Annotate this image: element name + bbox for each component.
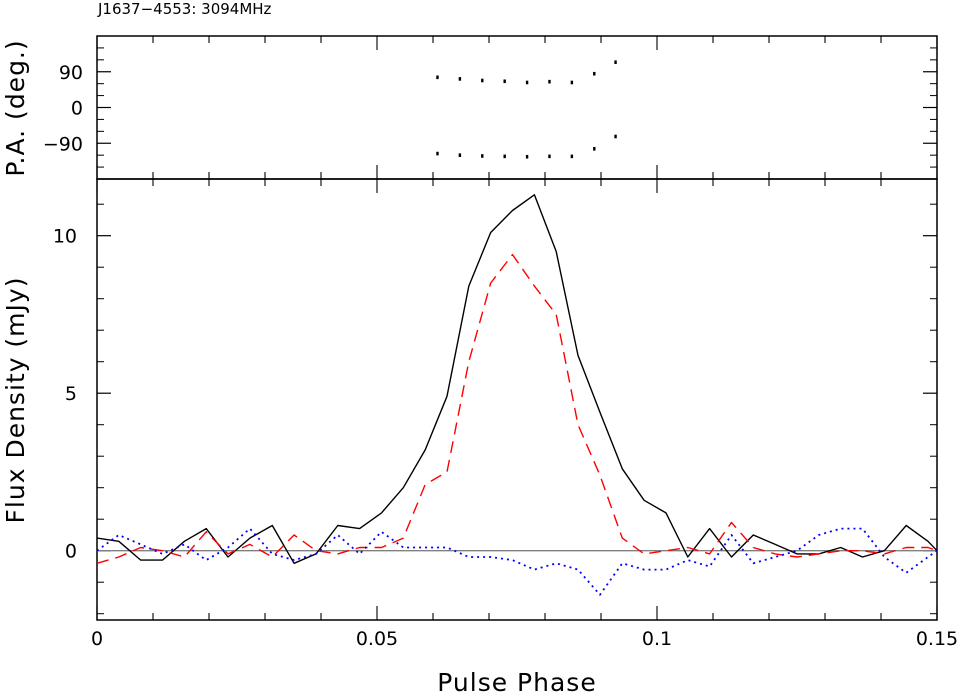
pa-point	[525, 154, 529, 159]
flux-panel-frame	[96, 178, 938, 621]
pa-point	[593, 147, 596, 151]
x-tick-label: 0	[91, 628, 103, 650]
linear-polarization-line	[96, 253, 938, 564]
x-tick-label: 0.05	[356, 628, 398, 650]
flux-y-tick-label: 5	[65, 383, 77, 405]
flux-y-tick-label: 0	[65, 541, 77, 563]
pa-tick-label: 90	[59, 62, 83, 84]
flux-y-tick-label: 10	[53, 226, 77, 248]
pa-point	[436, 151, 439, 156]
pa-point	[570, 80, 574, 85]
pa-point	[548, 154, 551, 159]
x-tick-label: 0.1	[642, 628, 672, 650]
pa-point	[481, 154, 484, 158]
pa-points	[436, 60, 617, 159]
pa-point	[593, 71, 596, 76]
pa-point	[458, 77, 462, 81]
pa-panel-frame	[96, 35, 938, 180]
pa-point	[570, 154, 574, 159]
flux-density-panel: 0 5 10 0 0.05 0.1 0.15 Flux Density (mJy) Puls…	[1, 178, 958, 693]
flux-axis-ticks: 0 5 10 0 0.05 0.1 0.15	[53, 179, 958, 650]
flux-series	[96, 194, 938, 596]
pa-point	[548, 79, 551, 84]
chart-title: J1637−4553: 3094MHz	[97, 0, 272, 18]
x-tick-label: 0.15	[916, 628, 958, 650]
pa-y-axis-label: P.A. (deg.)	[1, 39, 30, 176]
position-angle-panel: 90 0 −90 P.A. (deg.)	[1, 35, 938, 180]
pa-point	[436, 75, 439, 80]
pa-point	[614, 134, 617, 139]
x-axis-label: Pulse Phase	[437, 668, 596, 693]
pa-point	[503, 154, 506, 159]
total-intensity-line	[96, 194, 938, 564]
pa-point	[503, 79, 506, 84]
circular-polarization-line	[96, 527, 938, 596]
pa-point	[481, 78, 484, 83]
pa-tick-label: −90	[43, 133, 83, 155]
flux-y-axis-label: Flux Density (mJy)	[1, 277, 30, 524]
pa-tick-label: 0	[71, 98, 83, 120]
pa-point	[614, 60, 617, 65]
pa-point	[525, 80, 529, 85]
pa-axis-ticks: 90 0 −90	[43, 36, 938, 179]
pa-point	[458, 153, 462, 157]
